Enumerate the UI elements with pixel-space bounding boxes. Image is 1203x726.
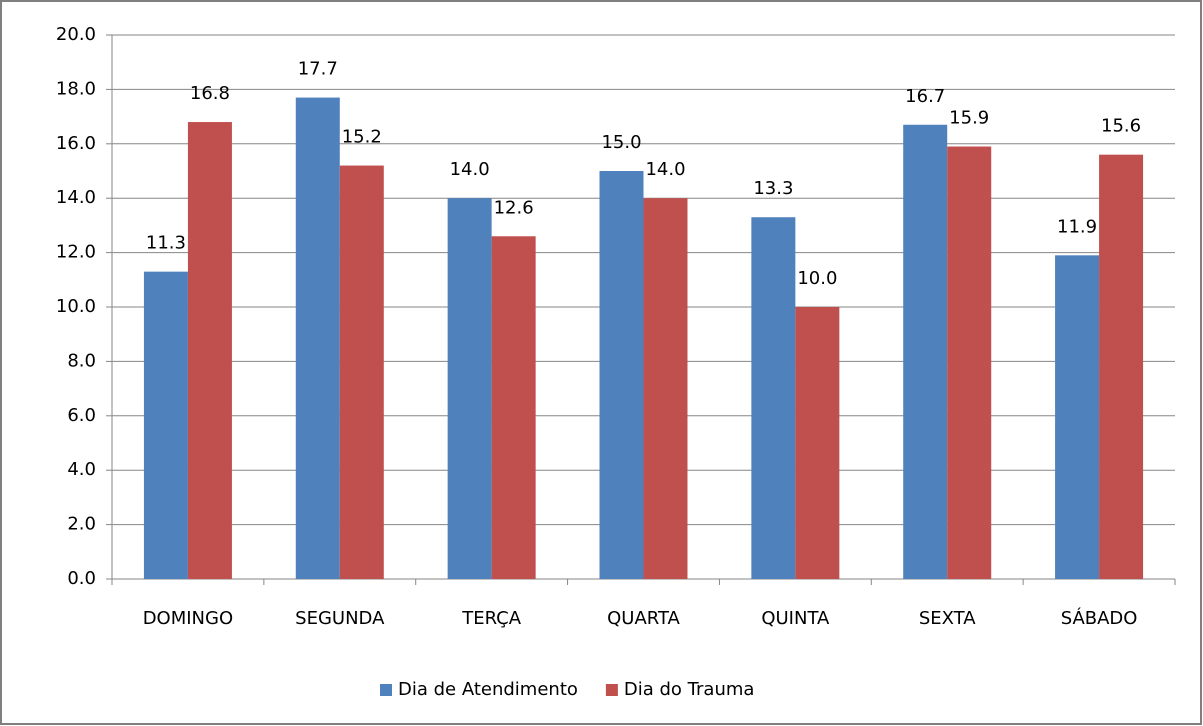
bar bbox=[1055, 255, 1100, 579]
y-tick-label: 10.0 bbox=[56, 296, 96, 317]
x-tick-label: SEGUNDA bbox=[295, 608, 385, 629]
bar bbox=[947, 146, 992, 579]
data-label: 15.9 bbox=[949, 108, 989, 129]
bar bbox=[903, 124, 948, 579]
bar bbox=[643, 198, 688, 579]
data-label: 14.0 bbox=[450, 159, 490, 180]
y-tick-label: 0.0 bbox=[67, 568, 96, 589]
data-label: 16.7 bbox=[905, 86, 945, 107]
x-tick-label: DOMINGO bbox=[143, 608, 233, 629]
x-tick-label: TERÇA bbox=[461, 608, 522, 629]
bar bbox=[187, 122, 232, 579]
data-label: 15.2 bbox=[342, 127, 382, 148]
data-label: 17.7 bbox=[298, 59, 338, 80]
data-label: 14.0 bbox=[645, 159, 685, 180]
legend-label: Dia do Trauma bbox=[624, 679, 755, 700]
legend-swatch bbox=[605, 684, 618, 696]
y-tick-label: 16.0 bbox=[56, 133, 96, 154]
bar bbox=[795, 307, 840, 579]
bar bbox=[599, 171, 644, 579]
bar bbox=[143, 271, 188, 579]
data-label: 16.8 bbox=[190, 83, 230, 104]
data-label: 11.9 bbox=[1057, 216, 1097, 237]
data-label: 13.3 bbox=[753, 178, 793, 199]
bar bbox=[295, 97, 340, 579]
data-label: 12.6 bbox=[494, 197, 534, 218]
data-label: 15.6 bbox=[1101, 116, 1141, 137]
data-label: 15.0 bbox=[601, 132, 641, 153]
x-tick-label: QUINTA bbox=[761, 608, 830, 629]
data-label: 10.0 bbox=[797, 268, 837, 289]
y-tick-label: 12.0 bbox=[56, 242, 96, 263]
y-tick-label: 20.0 bbox=[56, 24, 96, 45]
bar bbox=[447, 198, 492, 579]
y-tick-label: 6.0 bbox=[67, 405, 96, 426]
y-tick-label: 4.0 bbox=[67, 459, 96, 480]
x-tick-label: SEXTA bbox=[919, 608, 976, 629]
legend-swatch bbox=[380, 684, 392, 696]
bar bbox=[339, 165, 384, 579]
bar bbox=[1099, 154, 1144, 579]
bar bbox=[491, 236, 536, 579]
y-tick-label: 8.0 bbox=[67, 350, 96, 371]
y-tick-label: 18.0 bbox=[56, 78, 96, 99]
y-tick-label: 2.0 bbox=[67, 514, 96, 535]
y-tick-label: 14.0 bbox=[56, 187, 96, 208]
x-tick-label: QUARTA bbox=[607, 608, 680, 629]
legend-label: Dia de Atendimento bbox=[398, 679, 578, 700]
data-label: 11.3 bbox=[146, 233, 186, 254]
x-tick-label: SÁBADO bbox=[1061, 607, 1138, 629]
bar bbox=[751, 217, 796, 580]
